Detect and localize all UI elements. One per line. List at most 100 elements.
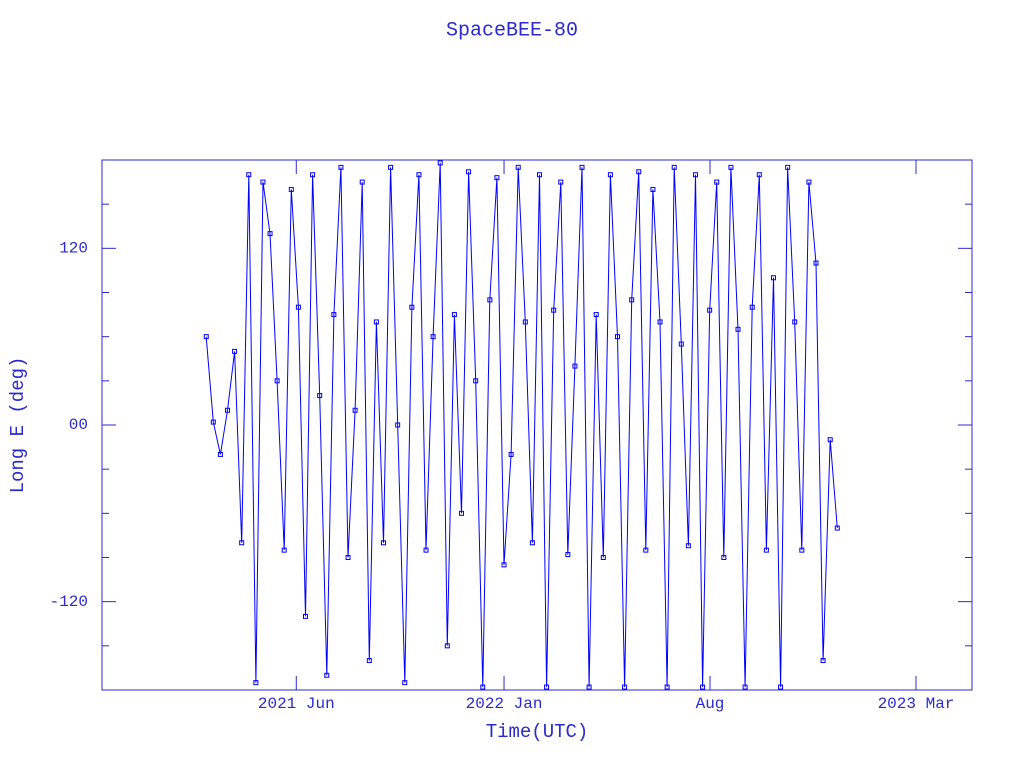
data-point	[310, 172, 316, 178]
data-point	[232, 348, 238, 354]
data-point	[267, 231, 273, 237]
data-point	[246, 172, 252, 178]
x-tick-label: 2021 Jun	[258, 695, 335, 713]
data-point	[359, 179, 365, 185]
data-point	[409, 304, 415, 310]
data-point	[317, 393, 323, 399]
data-point	[217, 451, 223, 457]
data-point	[366, 658, 372, 664]
data-point	[721, 555, 727, 560]
data-point	[373, 319, 379, 325]
data-point	[551, 307, 557, 313]
data-point	[458, 510, 464, 516]
data-point	[480, 684, 486, 690]
data-point	[395, 422, 401, 428]
data-point	[529, 540, 535, 546]
data-point	[451, 312, 457, 318]
data-point	[430, 334, 436, 340]
data-point	[437, 160, 443, 166]
data-point	[799, 547, 805, 553]
data-point	[295, 304, 301, 310]
data-point	[302, 613, 308, 619]
data-point	[671, 164, 677, 170]
data-point	[636, 169, 642, 175]
data-point	[792, 319, 798, 325]
data-point	[565, 552, 571, 558]
data-point	[728, 164, 734, 170]
data-point	[678, 341, 684, 347]
data-point	[707, 307, 713, 313]
data-point	[572, 363, 578, 369]
data-point	[622, 684, 628, 690]
data-point	[820, 658, 826, 664]
data-point	[260, 179, 266, 185]
data-point	[558, 179, 564, 185]
data-point	[338, 164, 344, 170]
data-point	[657, 319, 663, 325]
data-point	[650, 186, 656, 192]
data-point	[253, 680, 259, 686]
data-point	[324, 672, 330, 678]
data-point	[593, 312, 599, 318]
x-tick-label: 2022 Jan	[466, 695, 543, 713]
y-tick-label: -120	[50, 593, 88, 611]
y-tick-label: 120	[59, 240, 88, 258]
data-point	[735, 326, 741, 332]
data-point	[827, 437, 833, 443]
data-point	[742, 684, 748, 690]
data-point	[778, 684, 784, 690]
data-point	[423, 547, 429, 553]
data-point	[685, 543, 691, 549]
data-point	[643, 547, 649, 553]
data-point	[473, 378, 479, 384]
data-point	[281, 547, 287, 553]
data-point	[345, 555, 351, 560]
data-point	[692, 172, 698, 178]
data-point	[466, 169, 472, 175]
data-point	[770, 275, 776, 281]
plot-area	[203, 160, 840, 690]
data-point	[515, 164, 521, 170]
y-tick-label: 00	[69, 416, 88, 434]
data-point	[749, 304, 755, 310]
data-point	[210, 419, 216, 425]
data-point	[763, 547, 769, 553]
data-point	[629, 297, 635, 303]
data-point	[785, 164, 791, 170]
chart-title: SpaceBEE-80	[446, 19, 578, 42]
data-point	[522, 319, 528, 325]
data-point	[274, 378, 280, 384]
data-point	[501, 562, 507, 568]
data-point	[380, 540, 386, 546]
data-point	[544, 684, 550, 690]
data-point	[416, 172, 422, 178]
data-point	[288, 186, 294, 192]
data-point	[806, 179, 812, 185]
data-point	[664, 684, 670, 690]
data-point	[487, 297, 493, 303]
x-axis-label: Time(UTC)	[486, 721, 589, 743]
x-tick-label: Aug	[696, 695, 725, 713]
data-point	[834, 525, 840, 531]
data-point	[714, 179, 720, 185]
data-point	[239, 540, 245, 546]
data-point	[614, 334, 620, 340]
data-line	[205, 162, 838, 688]
data-point	[352, 407, 358, 413]
data-point	[607, 172, 613, 178]
data-point	[813, 260, 819, 266]
data-point	[756, 172, 762, 178]
data-point	[331, 312, 337, 318]
data-point	[388, 164, 394, 170]
data-point	[700, 684, 706, 690]
data-point	[600, 555, 606, 560]
data-point	[508, 451, 514, 457]
plot-frame	[101, 159, 973, 691]
data-point	[402, 680, 408, 686]
data-point	[586, 684, 592, 690]
data-point	[225, 407, 231, 413]
data-point	[579, 164, 585, 170]
data-point	[536, 172, 542, 178]
data-point	[203, 334, 209, 340]
